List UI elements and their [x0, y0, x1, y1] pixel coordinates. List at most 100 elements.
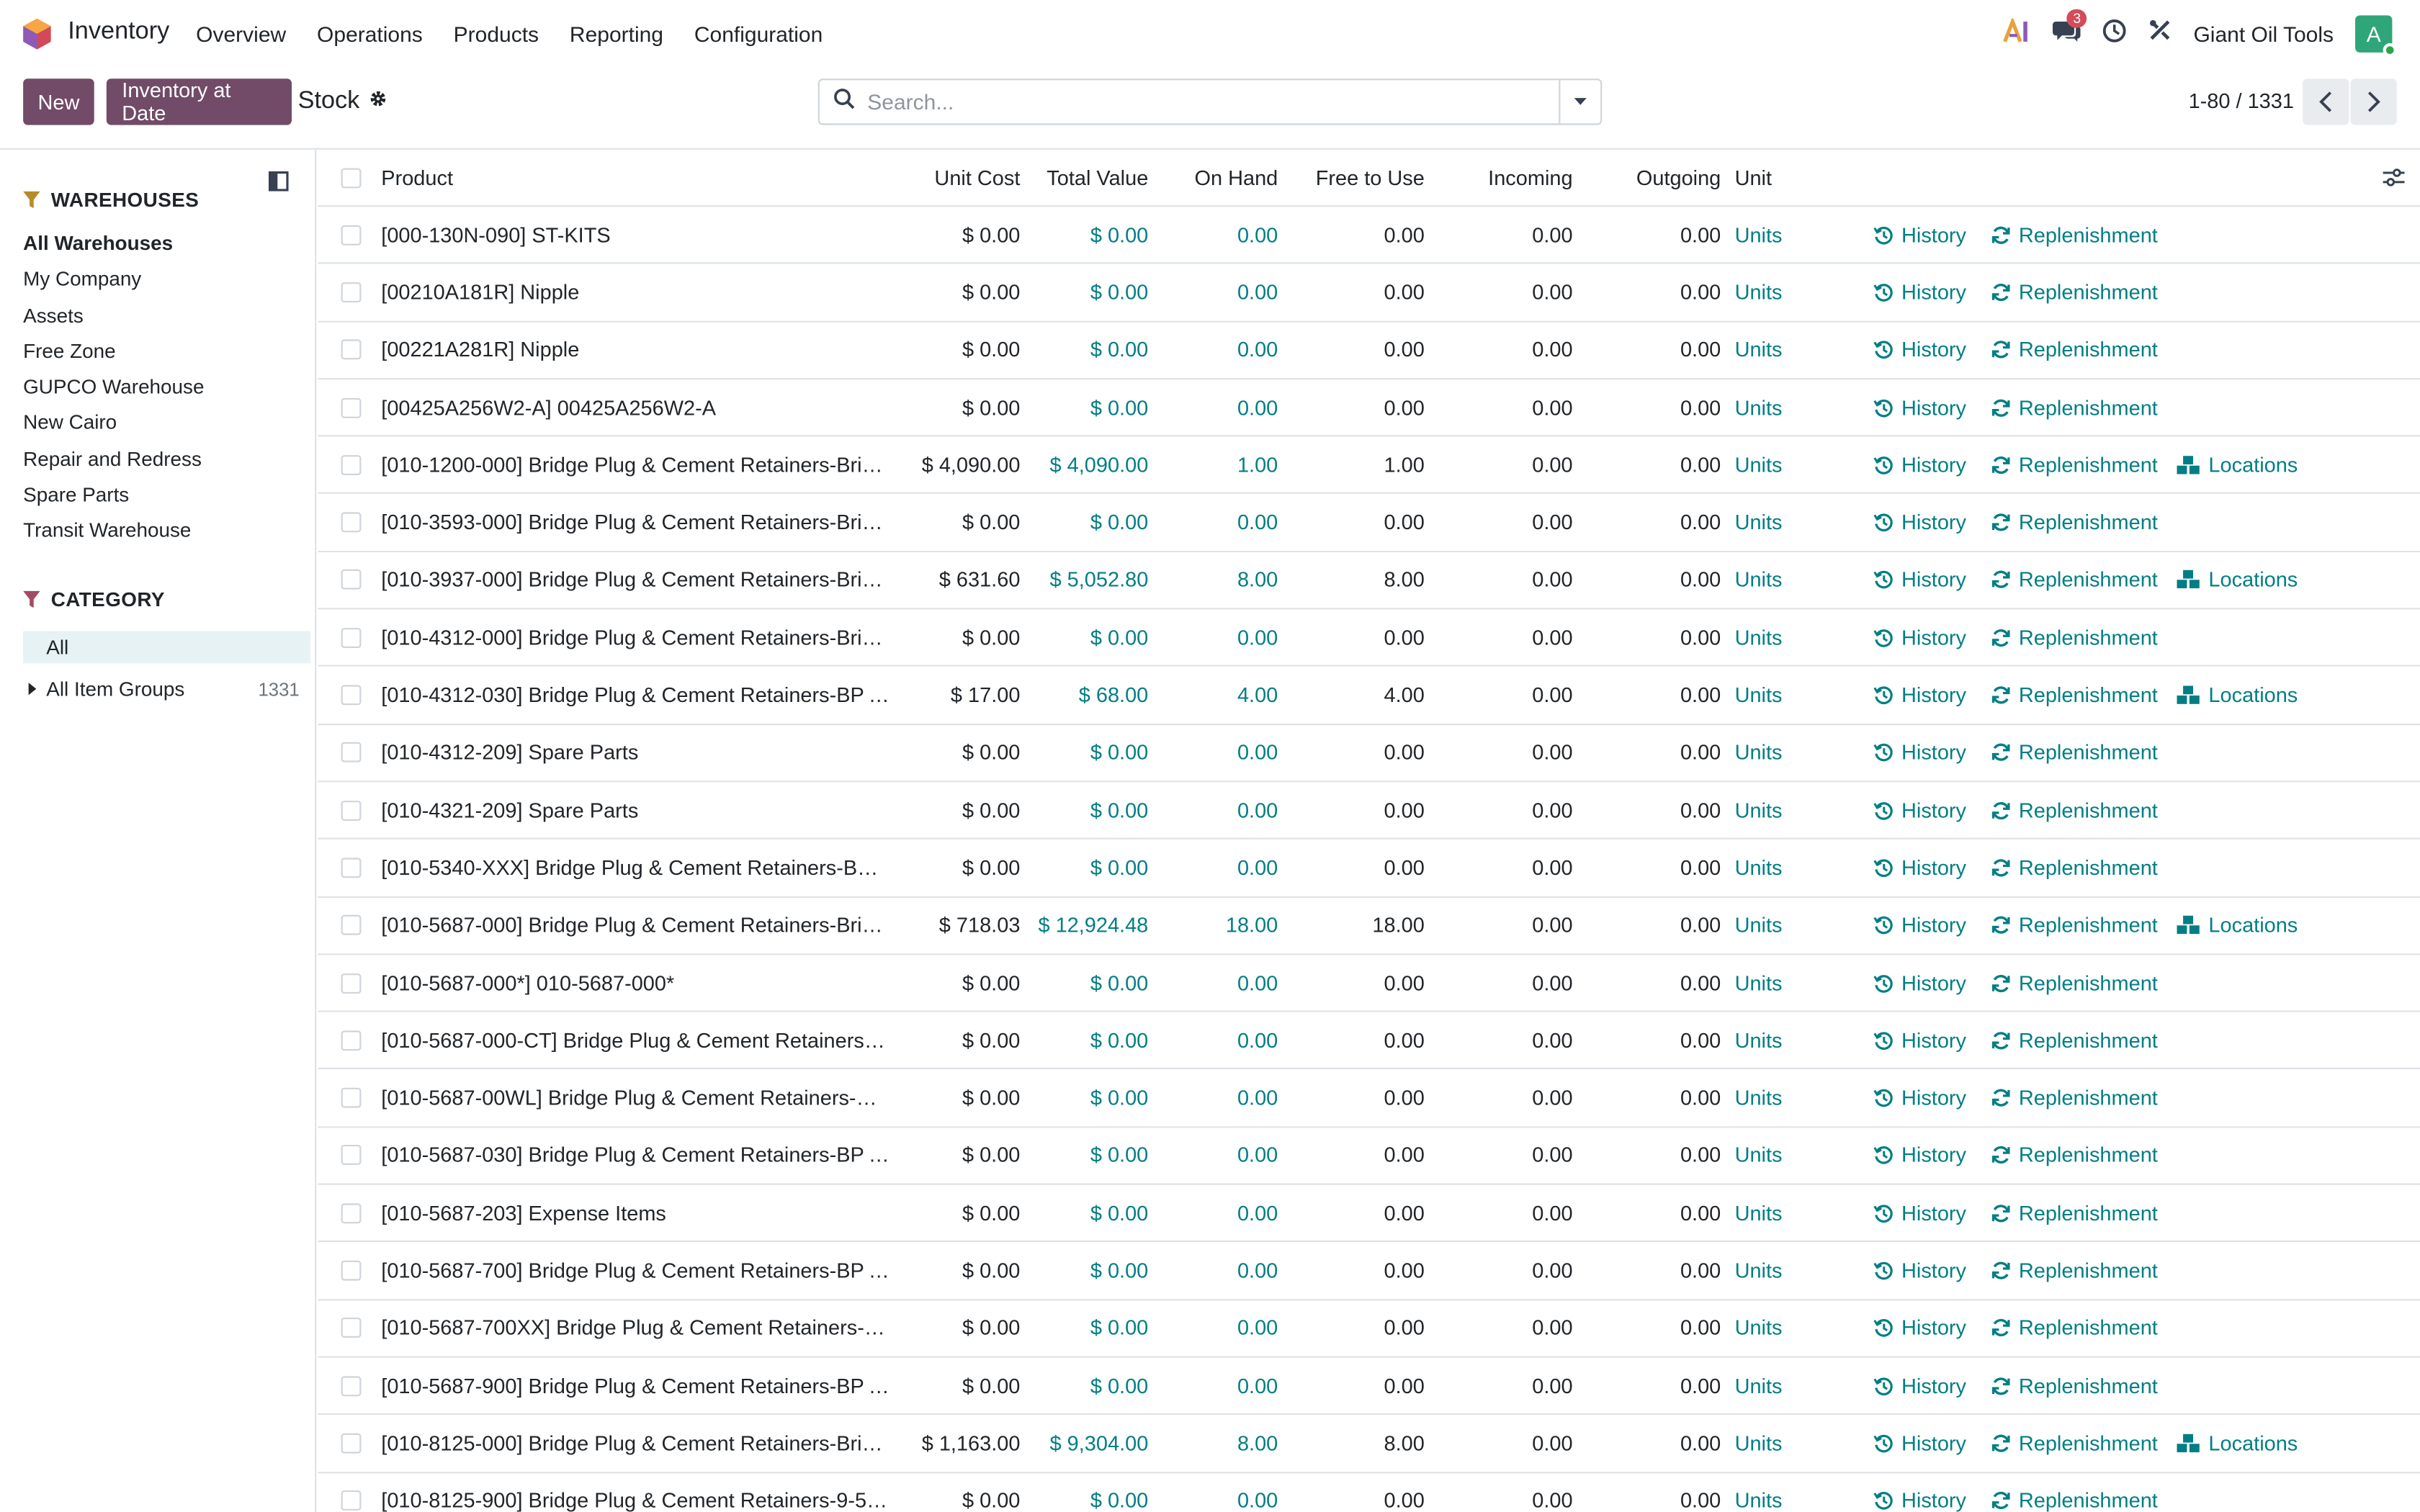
menu-reporting[interactable]: Reporting [569, 22, 663, 47]
history-button[interactable]: History [1873, 1070, 1966, 1126]
replenishment-button[interactable]: Replenishment [1991, 552, 2158, 608]
inventory-app-icon[interactable] [23, 18, 51, 50]
unit-link[interactable]: Units [1734, 914, 1783, 937]
gear-icon[interactable] [369, 88, 387, 116]
history-button[interactable]: History [1873, 724, 1966, 780]
locations-button[interactable]: Locations [2176, 897, 2298, 953]
replenishment-button[interactable]: Replenishment [1991, 322, 2158, 378]
unit-link[interactable]: Units [1734, 1201, 1783, 1225]
warehouse-item-all[interactable]: All Warehouses [23, 231, 174, 255]
history-button[interactable]: History [1873, 207, 1966, 263]
category-item-all[interactable]: All [23, 631, 310, 664]
total-value[interactable]: $ 0.00 [1090, 1201, 1149, 1225]
replenishment-button[interactable]: Replenishment [1991, 840, 2158, 896]
total-value[interactable]: $ 0.00 [1090, 395, 1149, 419]
replenishment-button[interactable]: Replenishment [1991, 1243, 2158, 1299]
table-row[interactable]: [010-3593-000] Bridge Plug & Cement Reta… [318, 495, 2420, 552]
replenishment-button[interactable]: Replenishment [1991, 437, 2158, 493]
table-row[interactable]: [00210A181R] Nipple $ 0.00 $ 0.00 0.00 0… [318, 264, 2420, 322]
replenishment-button[interactable]: Replenishment [1991, 667, 2158, 724]
table-row[interactable]: [010-3937-000] Bridge Plug & Cement Reta… [318, 552, 2420, 610]
table-row[interactable]: [010-5687-900] Bridge Plug & Cement Reta… [318, 1357, 2420, 1416]
total-value[interactable]: $ 0.00 [1090, 1259, 1149, 1282]
table-row[interactable]: [010-4312-030] Bridge Plug & Cement Reta… [318, 667, 2420, 725]
unit-link[interactable]: Units [1734, 856, 1783, 880]
replenishment-button[interactable]: Replenishment [1991, 955, 2158, 1011]
unit-link[interactable]: Units [1734, 798, 1783, 822]
replenishment-button[interactable]: Replenishment [1991, 1185, 2158, 1241]
total-value[interactable]: $ 0.00 [1090, 798, 1149, 822]
total-value[interactable]: $ 0.00 [1090, 1489, 1149, 1512]
on-hand-qty[interactable]: 0.00 [1237, 395, 1278, 419]
unit-link[interactable]: Units [1734, 568, 1783, 592]
ai-icon[interactable] [2003, 15, 2032, 50]
on-hand-qty[interactable]: 0.00 [1237, 338, 1278, 361]
unit-link[interactable]: Units [1734, 1028, 1783, 1052]
on-hand-qty[interactable]: 0.00 [1237, 626, 1278, 649]
replenishment-button[interactable]: Replenishment [1991, 264, 2158, 320]
row-checkbox[interactable] [341, 667, 362, 724]
table-row[interactable]: [010-8125-900] Bridge Plug & Cement Reta… [318, 1472, 2420, 1512]
menu-configuration[interactable]: Configuration [694, 22, 823, 47]
on-hand-qty[interactable]: 4.00 [1237, 683, 1278, 707]
on-hand-qty[interactable]: 0.00 [1237, 798, 1278, 822]
replenishment-button[interactable]: Replenishment [1991, 1300, 2158, 1356]
warehouse-item[interactable]: Spare Parts [23, 482, 130, 507]
history-button[interactable]: History [1873, 1012, 1966, 1068]
user-avatar[interactable]: A [2355, 15, 2397, 58]
header-free-to-use[interactable]: Free to Use [1315, 166, 1425, 189]
select-all-checkbox[interactable] [341, 150, 362, 205]
warehouse-item[interactable]: Free Zone [23, 339, 116, 363]
unit-link[interactable]: Units [1734, 683, 1783, 707]
history-button[interactable]: History [1873, 552, 1966, 608]
table-row[interactable]: [010-5687-000-CT] Bridge Plug & Cement R… [318, 1012, 2420, 1070]
row-checkbox[interactable] [341, 724, 362, 780]
row-checkbox[interactable] [341, 1185, 362, 1241]
replenishment-button[interactable]: Replenishment [1991, 897, 2158, 953]
total-value[interactable]: $ 0.00 [1090, 1086, 1149, 1110]
column-settings-icon[interactable] [2383, 150, 2405, 205]
history-button[interactable]: History [1873, 1300, 1966, 1356]
row-checkbox[interactable] [341, 1358, 362, 1414]
table-row[interactable]: [00425A256W2-A] 00425A256W2-A $ 0.00 $ 0… [318, 379, 2420, 437]
total-value[interactable]: $ 0.00 [1090, 856, 1149, 880]
total-value[interactable]: $ 9,304.00 [1049, 1431, 1149, 1455]
total-value[interactable]: $ 0.00 [1090, 971, 1149, 995]
table-row[interactable]: [010-5687-000*] 010-5687-000* $ 0.00 $ 0… [318, 955, 2420, 1013]
warehouse-item[interactable]: Repair and Redress [23, 446, 202, 471]
replenishment-button[interactable]: Replenishment [1991, 610, 2158, 666]
table-row[interactable]: [010-5687-00WL] Bridge Plug & Cement Ret… [318, 1070, 2420, 1128]
activity-clock-icon[interactable] [2102, 18, 2127, 50]
unit-link[interactable]: Units [1734, 453, 1783, 477]
history-button[interactable]: History [1873, 782, 1966, 838]
history-button[interactable]: History [1873, 840, 1966, 896]
menu-overview[interactable]: Overview [196, 22, 287, 47]
history-button[interactable]: History [1873, 322, 1966, 378]
row-checkbox[interactable] [341, 322, 362, 378]
history-button[interactable]: History [1873, 264, 1966, 320]
app-name[interactable]: Inventory [68, 18, 170, 45]
on-hand-qty[interactable]: 0.00 [1237, 1316, 1278, 1340]
unit-link[interactable]: Units [1734, 510, 1783, 534]
row-checkbox[interactable] [341, 495, 362, 551]
table-row[interactable]: [010-5687-700] Bridge Plug & Cement Reta… [318, 1242, 2420, 1300]
on-hand-qty[interactable]: 0.00 [1237, 222, 1278, 247]
on-hand-qty[interactable]: 8.00 [1237, 568, 1278, 592]
locations-button[interactable]: Locations [2176, 437, 2298, 493]
table-row[interactable]: [010-5687-030] Bridge Plug & Cement Reta… [318, 1127, 2420, 1185]
menu-operations[interactable]: Operations [317, 22, 423, 47]
inventory-at-date-button[interactable]: Inventory at Date [106, 78, 292, 125]
header-outgoing[interactable]: Outgoing [1636, 166, 1721, 189]
row-checkbox[interactable] [341, 379, 362, 436]
unit-link[interactable]: Units [1734, 626, 1783, 649]
sidebar-toggle-icon[interactable] [268, 171, 289, 199]
total-value[interactable]: $ 4,090.00 [1049, 453, 1149, 477]
table-row[interactable]: [010-1200-000] Bridge Plug & Cement Reta… [318, 436, 2420, 495]
messages-icon[interactable]: 3 [2053, 8, 2087, 50]
total-value[interactable]: $ 0.00 [1090, 1028, 1149, 1052]
replenishment-button[interactable]: Replenishment [1991, 1012, 2158, 1068]
pager-previous-button[interactable] [2303, 78, 2349, 125]
locations-button[interactable]: Locations [2176, 667, 2298, 724]
history-button[interactable]: History [1873, 495, 1966, 551]
pager-value[interactable]: 1-80 / 1331 [2188, 89, 2294, 113]
